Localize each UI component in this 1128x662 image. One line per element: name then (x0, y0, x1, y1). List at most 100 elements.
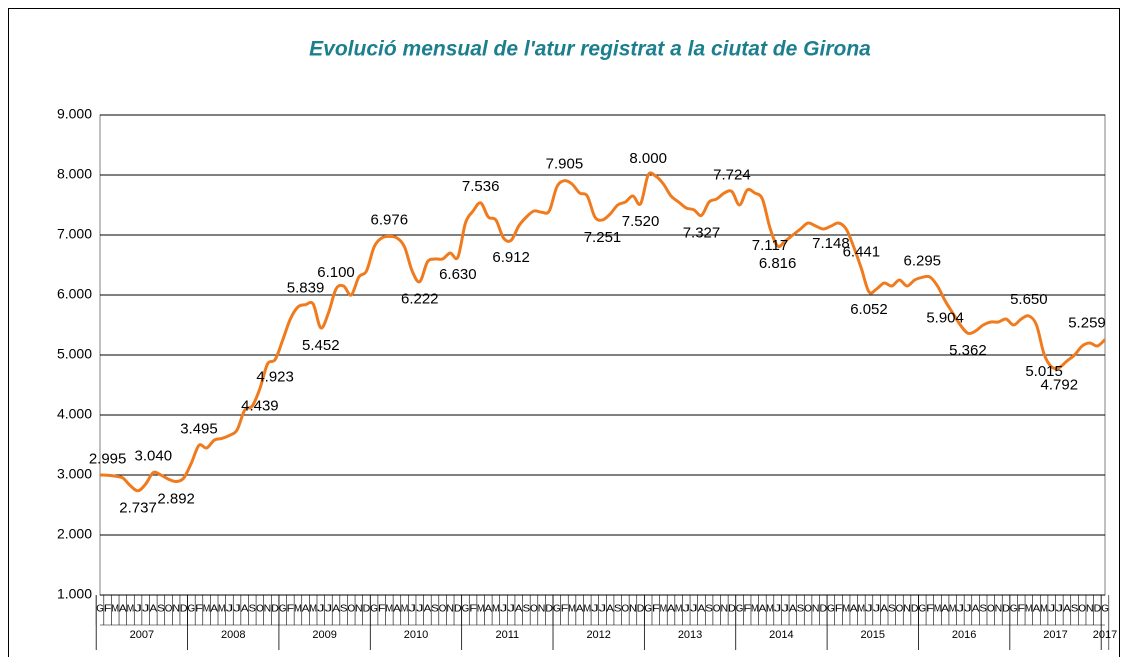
data-label: 6.976 (371, 211, 409, 228)
data-label: 6.441 (843, 244, 881, 261)
year-label: 2014 (769, 629, 793, 641)
year-label: 2017 (1093, 629, 1117, 641)
x-tick-label: J (1048, 604, 1056, 615)
data-label: 2.892 (157, 490, 195, 507)
x-tick-label: D (545, 604, 553, 615)
x-tick-label: O (439, 604, 447, 615)
year-label: 2016 (952, 629, 976, 641)
x-tick-label: J (774, 604, 782, 615)
data-label: 7.117 (752, 237, 788, 254)
x-tick-label: D (271, 604, 279, 615)
x-tick-label: O (1078, 604, 1086, 615)
x-tick-label: M (492, 604, 500, 615)
x-tick-label: D (911, 604, 919, 615)
x-tick-label: D (363, 604, 371, 615)
x-tick-label: S (979, 604, 987, 615)
x-tick-label: S (431, 604, 439, 615)
x-tick-label: J (873, 604, 881, 615)
x-tick-label: J (408, 604, 416, 615)
data-line (99, 171, 1107, 493)
x-tick-label: A (241, 604, 249, 615)
data-label: 6.912 (492, 249, 530, 266)
data-label: 5.650 (1010, 291, 1048, 308)
data-label: 5.015 (1025, 363, 1063, 380)
x-tick-label: S (705, 604, 713, 615)
x-tick-label: J (134, 604, 142, 615)
x-tick-label: F (743, 604, 751, 615)
data-label: 4.792 (1041, 376, 1079, 393)
y-tick-label: 2.000 (57, 526, 92, 542)
x-tick-label: F (469, 604, 477, 615)
x-tick-label: N (1086, 604, 1094, 615)
x-tick-label: A (332, 604, 340, 615)
x-tick-label: M (751, 604, 759, 615)
x-tick-label: F (652, 604, 660, 615)
x-tick-label: S (523, 604, 531, 615)
x-tick-label: S (248, 604, 256, 615)
x-tick-label: G (188, 604, 196, 615)
x-tick-label: O (713, 604, 721, 615)
x-tick-label: M (583, 604, 591, 615)
x-tick-label: M (477, 604, 485, 615)
x-tick-label: F (561, 604, 569, 615)
x-tick-label: S (797, 604, 805, 615)
x-tick-label: A (789, 604, 797, 615)
x-tick-label: A (941, 604, 949, 615)
year-label: 2017 (1043, 629, 1067, 641)
x-tick-label: M (675, 604, 683, 615)
data-label: 2.737 (119, 500, 157, 517)
x-tick-label: M (203, 604, 211, 615)
x-tick-label: M (127, 604, 135, 615)
x-tick-label: M (934, 604, 942, 615)
x-tick-label: J (964, 604, 972, 615)
data-label: 5.259 (1068, 314, 1106, 331)
x-tick-label: M (1025, 604, 1033, 615)
x-tick-label: D (1002, 604, 1010, 615)
data-label: 3.040 (135, 448, 173, 465)
year-label: 2008 (221, 629, 245, 641)
x-tick-label: G (370, 604, 378, 615)
data-label: 3.495 (180, 420, 218, 437)
x-tick-label: A (880, 604, 888, 615)
x-tick-label: F (835, 604, 843, 615)
x-tick-label: A (119, 604, 127, 615)
x-tick-label: G (1010, 604, 1018, 615)
x-tick-label: J (507, 604, 515, 615)
y-tick-label: 9.000 (57, 106, 92, 122)
x-tick-label: O (896, 604, 904, 615)
y-tick-label: 8.000 (57, 166, 92, 182)
x-tick-label: D (454, 604, 462, 615)
x-tick-label: J (233, 604, 241, 615)
x-tick-label: O (804, 604, 812, 615)
x-tick-label: A (210, 604, 218, 615)
x-tick-label: F (378, 604, 386, 615)
x-tick-label: M (568, 604, 576, 615)
x-tick-label: M (766, 604, 774, 615)
year-label: 2012 (586, 629, 610, 641)
x-tick-label: J (226, 604, 234, 615)
x-tick-label: O (165, 604, 173, 615)
x-tick-label: J (781, 604, 789, 615)
x-tick-label: G (553, 604, 561, 615)
x-tick-label: A (484, 604, 492, 615)
x-tick-label: S (157, 604, 165, 615)
x-tick-label: A (1033, 604, 1041, 615)
x-tick-label: A (393, 604, 401, 615)
x-tick-label: O (622, 604, 630, 615)
x-tick-label: D (1094, 604, 1102, 615)
year-label: 2007 (130, 629, 154, 641)
data-label: 7.148 (812, 235, 850, 252)
x-tick-label: J (325, 604, 333, 615)
x-tick-label: J (865, 604, 873, 615)
x-tick-label: N (721, 604, 729, 615)
x-tick-label: J (500, 604, 508, 615)
x-tick-label: F (195, 604, 203, 615)
x-tick-label: D (180, 604, 188, 615)
x-tick-label: O (530, 604, 538, 615)
data-label: 6.052 (850, 301, 888, 318)
data-label: 7.536 (462, 178, 500, 195)
data-label: 7.327 (683, 224, 721, 241)
x-tick-label: G (827, 604, 835, 615)
x-tick-label: A (424, 604, 432, 615)
x-tick-label: N (629, 604, 637, 615)
